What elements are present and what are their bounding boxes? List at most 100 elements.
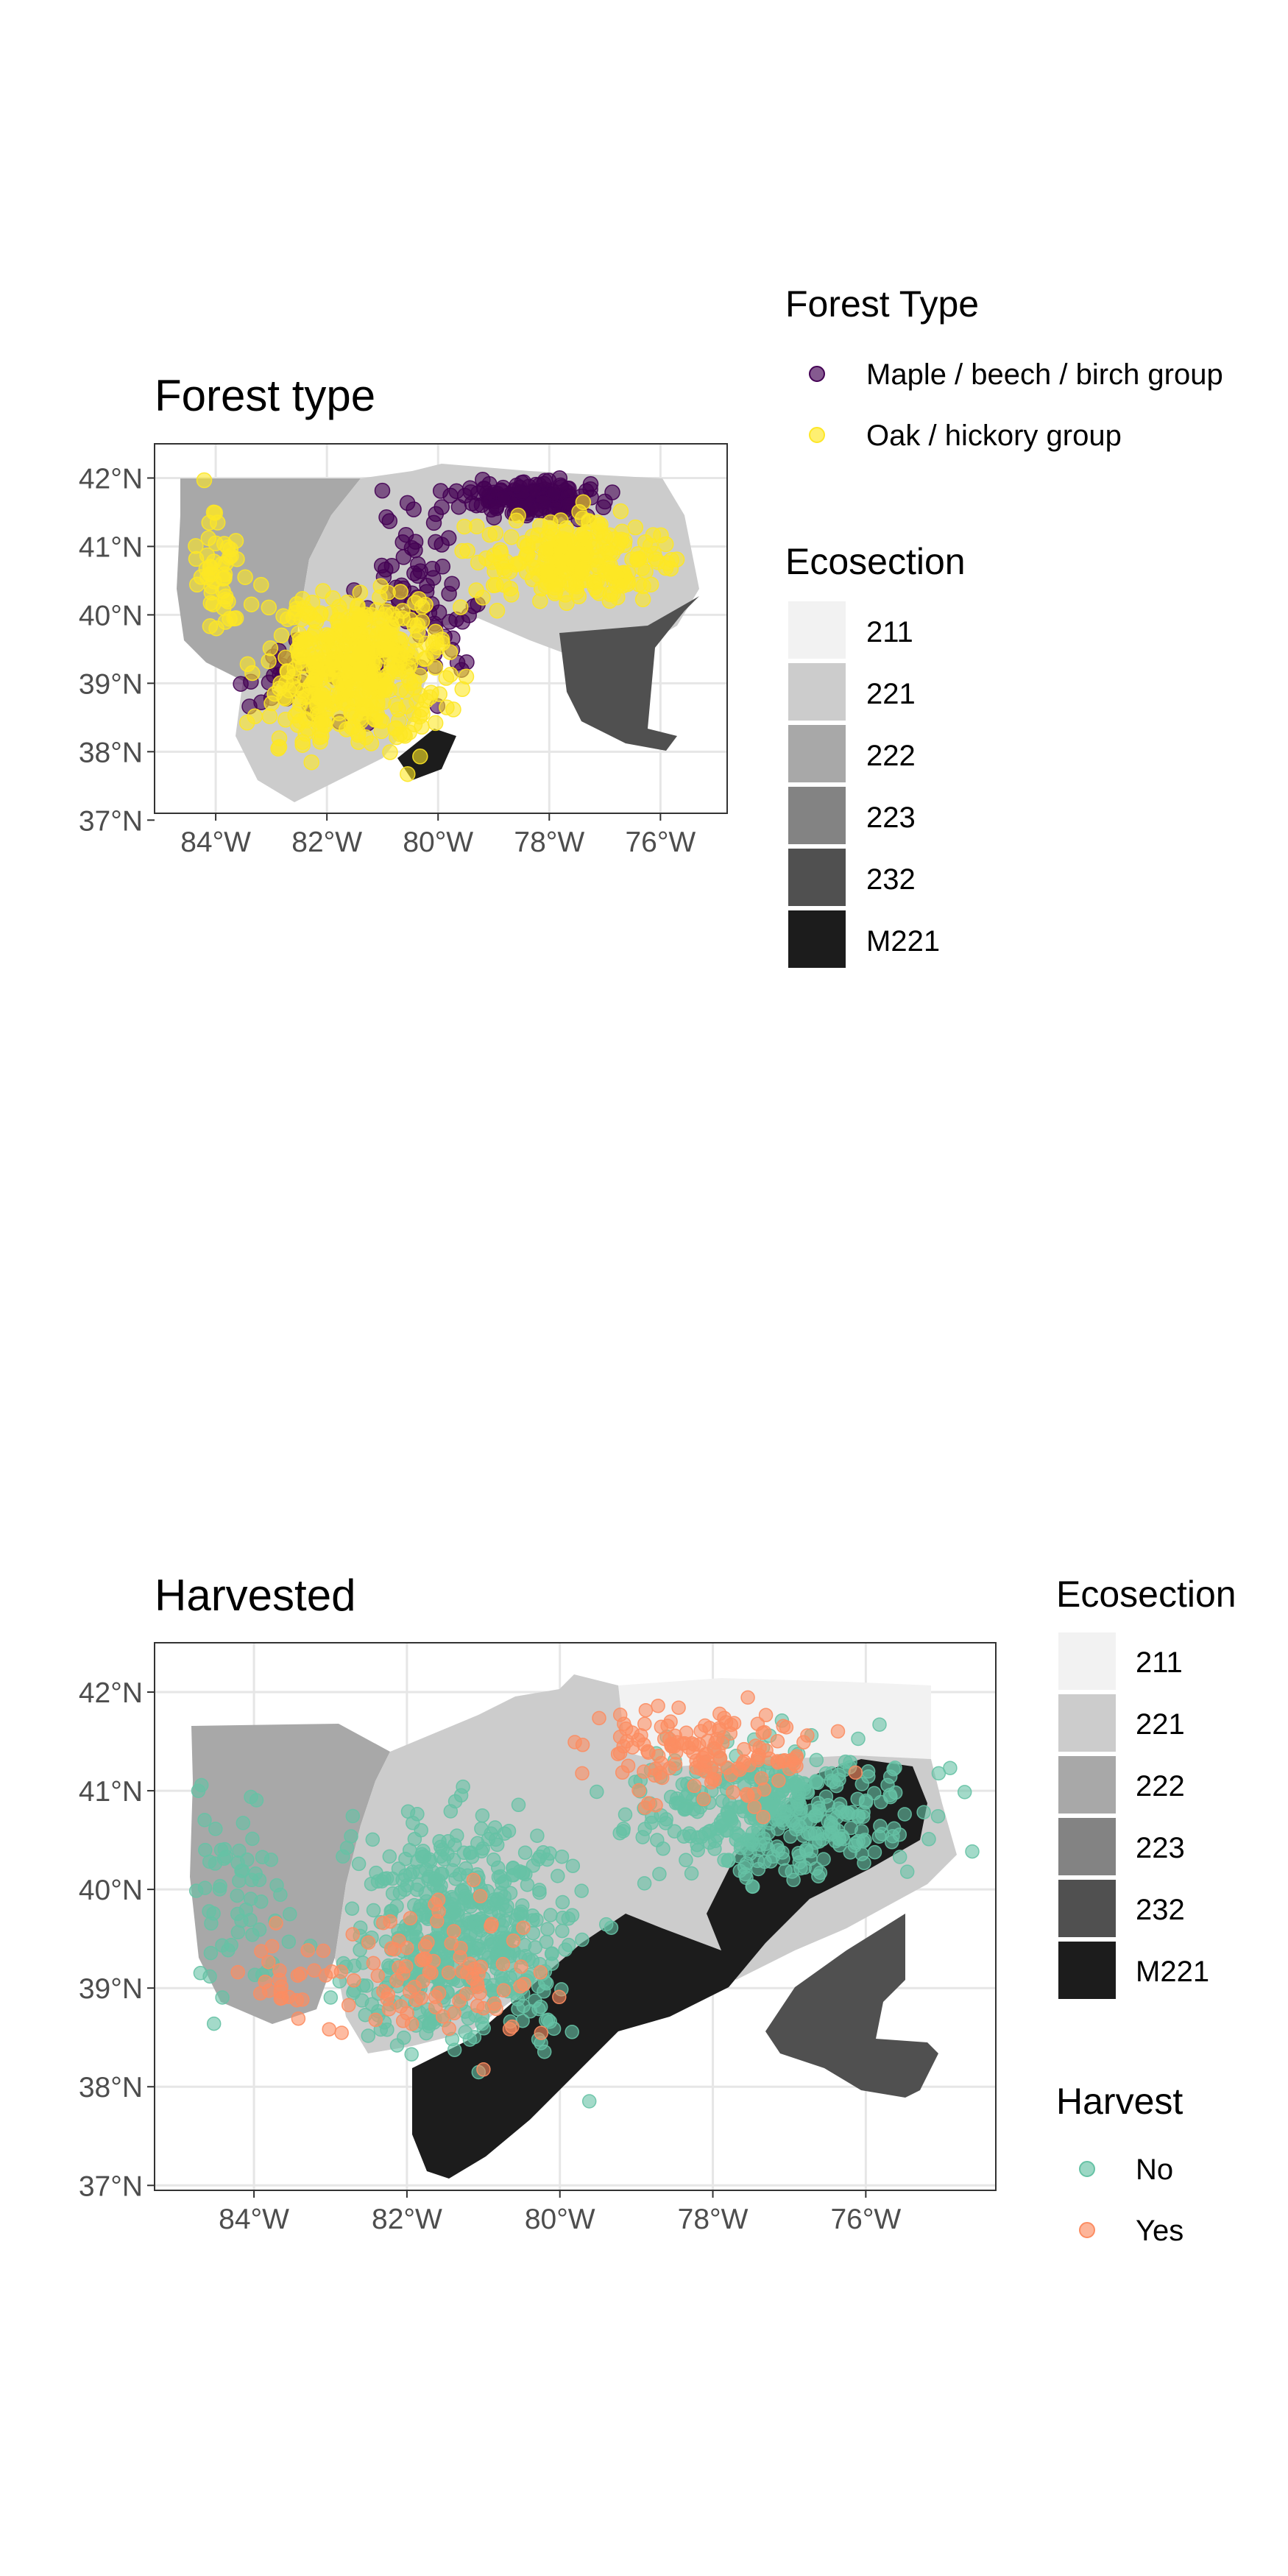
plot-point bbox=[737, 1741, 751, 1757]
plot-point bbox=[392, 584, 408, 600]
plot-point bbox=[818, 1789, 834, 1804]
plot-point bbox=[826, 1819, 841, 1835]
plot-point bbox=[344, 1901, 360, 1916]
plot-point bbox=[389, 1973, 404, 1988]
plot-point bbox=[470, 1998, 485, 2014]
plot-point bbox=[635, 1830, 650, 1844]
plot-point bbox=[236, 1816, 251, 1830]
map-frame bbox=[154, 443, 728, 814]
legend-key-222 bbox=[1058, 1756, 1116, 1814]
x-tick-label: 84°W bbox=[180, 827, 251, 858]
plot-point bbox=[407, 534, 424, 550]
x-tick-label: 76°W bbox=[830, 2204, 901, 2235]
legend-key-221 bbox=[788, 663, 846, 721]
plot-point bbox=[615, 1765, 630, 1780]
plot-point bbox=[321, 628, 337, 645]
plot-point bbox=[561, 1937, 576, 1953]
plot-point bbox=[188, 538, 204, 554]
plot-point bbox=[757, 1854, 772, 1869]
plot-point bbox=[652, 1866, 667, 1881]
ecosection-232-region bbox=[559, 596, 699, 751]
plot-point bbox=[191, 1783, 206, 1798]
legend-title: Ecosection bbox=[1056, 1574, 1236, 1615]
x-tick-label: 76°W bbox=[625, 827, 696, 858]
legend-label: 211 bbox=[1136, 1646, 1183, 1679]
plot-point bbox=[407, 1831, 422, 1847]
plot-point bbox=[553, 553, 570, 569]
plot-point bbox=[466, 1872, 481, 1888]
plot-point bbox=[347, 1972, 361, 1988]
plot-point bbox=[436, 2009, 450, 2024]
legend-key-211 bbox=[1058, 1632, 1116, 1690]
plot-point bbox=[277, 674, 294, 691]
plot-point bbox=[551, 1869, 565, 1883]
plot-point bbox=[555, 531, 572, 548]
plot-point bbox=[397, 645, 414, 662]
plot-point bbox=[400, 659, 417, 676]
plot-point bbox=[261, 708, 278, 724]
plot-point bbox=[269, 1878, 284, 1893]
map-panel-harvested: Harvested 84°W 82°W 80°W 78°W 76°W 42°N 41°N 40… bbox=[79, 1571, 1236, 2247]
plot-point bbox=[421, 1872, 436, 1886]
plot-point bbox=[575, 1932, 590, 1947]
plot-point bbox=[554, 1849, 570, 1864]
plot-point bbox=[505, 2019, 520, 2034]
plot-point bbox=[612, 1708, 628, 1722]
plot-point bbox=[501, 563, 518, 580]
plot-point bbox=[239, 656, 256, 673]
plot-point bbox=[215, 1938, 230, 1953]
plot-point bbox=[867, 1844, 882, 1860]
plot-point bbox=[458, 2025, 473, 2039]
plot-point bbox=[350, 724, 367, 741]
plot-point bbox=[684, 1866, 699, 1881]
legend-label: No bbox=[1136, 2154, 1173, 2186]
x-tick-label: 82°W bbox=[291, 827, 362, 858]
plot-point bbox=[473, 1889, 488, 1904]
plot-point bbox=[756, 1809, 771, 1825]
plot-point bbox=[197, 1813, 212, 1827]
plot-point bbox=[591, 585, 607, 601]
legend-label: M221 bbox=[1136, 1956, 1209, 1988]
plot-point bbox=[202, 1969, 217, 1984]
plot-point bbox=[637, 563, 654, 580]
plot-point bbox=[393, 1999, 408, 2014]
plot-point bbox=[514, 1959, 528, 1974]
plot-point bbox=[364, 622, 381, 639]
plot-point bbox=[403, 1911, 418, 1926]
plot-point bbox=[470, 1938, 486, 1953]
plot-point bbox=[390, 701, 406, 718]
plot-point bbox=[758, 1708, 774, 1723]
plot-point bbox=[412, 749, 428, 765]
plot-point bbox=[860, 1764, 876, 1779]
plot-point bbox=[461, 480, 478, 497]
legend-key-223 bbox=[1058, 1818, 1116, 1875]
plot-point bbox=[264, 1939, 280, 1954]
y-tick-label: 42°N bbox=[79, 1677, 143, 1709]
legend-key-oak bbox=[809, 427, 825, 443]
plot-point bbox=[513, 1979, 528, 1994]
plot-point bbox=[531, 1979, 546, 1994]
plot-point bbox=[381, 513, 398, 529]
plot-point bbox=[871, 1829, 887, 1844]
plot-point bbox=[429, 640, 446, 656]
legend-key-232 bbox=[788, 849, 846, 906]
plot-point bbox=[454, 614, 471, 630]
ecosection-legend: Ecosection 211 221 222 223 232 M221 bbox=[1056, 1574, 1236, 1999]
plot-point bbox=[273, 1991, 289, 2006]
plot-point bbox=[539, 1934, 554, 1950]
plot-point bbox=[503, 1886, 518, 1900]
plot-point bbox=[392, 726, 408, 743]
legend-label: 211 bbox=[866, 616, 913, 648]
plot-point bbox=[698, 1826, 712, 1841]
plot-point bbox=[612, 503, 629, 520]
plot-point bbox=[758, 1836, 774, 1851]
y-tick-label: 40°N bbox=[79, 600, 143, 631]
plot-point bbox=[199, 569, 216, 586]
plot-point bbox=[308, 613, 325, 630]
plot-point bbox=[327, 687, 343, 704]
plot-point bbox=[809, 1752, 824, 1768]
plot-point bbox=[434, 1878, 448, 1893]
plot-point bbox=[662, 1732, 677, 1747]
plot-point bbox=[772, 1800, 788, 1816]
legend-key-yes bbox=[1079, 2222, 1095, 2238]
